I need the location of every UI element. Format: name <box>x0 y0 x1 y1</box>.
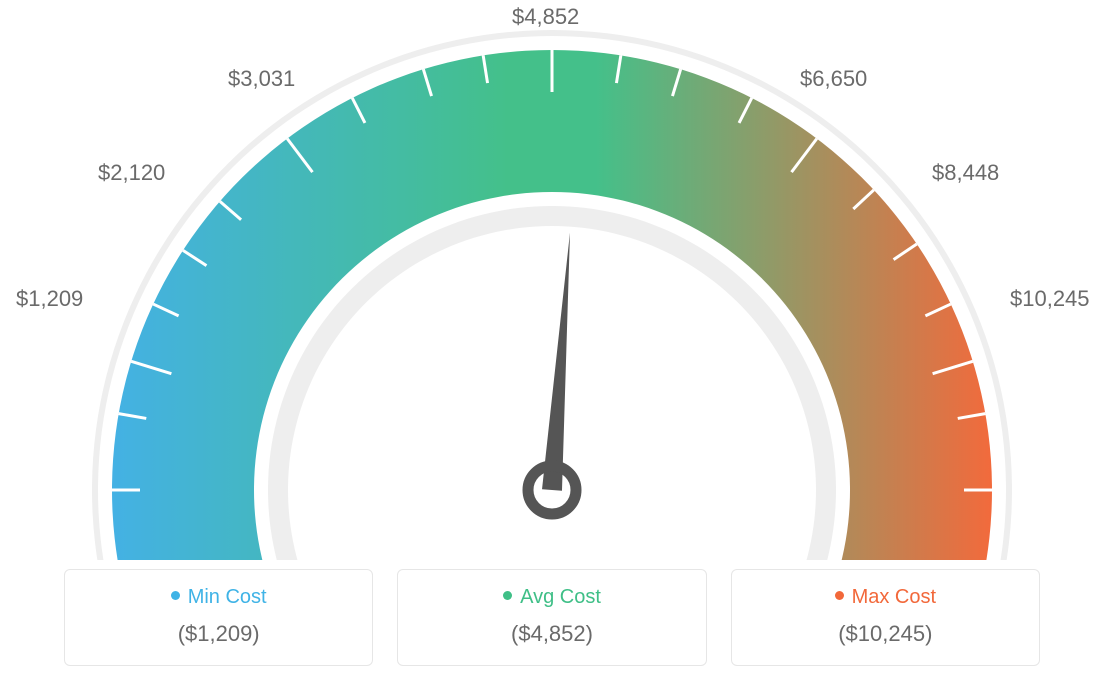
chart-container: $1,209 $2,120 $3,031 $4,852 $6,650 $8,448 $10,… <box>0 0 1104 690</box>
tick-label: $4,852 <box>512 4 579 30</box>
legend-value-min: ($1,209) <box>75 621 362 647</box>
legend-card-min: Min Cost ($1,209) <box>64 569 373 666</box>
legend-row: Min Cost ($1,209) Avg Cost ($4,852) Max … <box>64 569 1040 666</box>
legend-title-min: Min Cost <box>75 586 362 609</box>
dot-icon-min <box>171 591 180 600</box>
dot-icon-avg <box>503 591 512 600</box>
tick-label: $6,650 <box>800 66 867 92</box>
legend-title-avg: Avg Cost <box>408 586 695 609</box>
tick-label: $1,209 <box>16 286 83 312</box>
legend-label-avg: Avg Cost <box>520 586 601 608</box>
gauge-svg <box>52 20 1052 560</box>
legend-label-max: Max Cost <box>852 586 936 608</box>
legend-value-avg: ($4,852) <box>408 621 695 647</box>
gauge-area: $1,209 $2,120 $3,031 $4,852 $6,650 $8,448 $10,… <box>0 0 1104 560</box>
legend-title-max: Max Cost <box>742 586 1029 609</box>
legend-card-max: Max Cost ($10,245) <box>731 569 1040 666</box>
dot-icon-max <box>835 591 844 600</box>
legend-value-max: ($10,245) <box>742 621 1029 647</box>
tick-label: $2,120 <box>98 160 165 186</box>
legend-label-min: Min Cost <box>188 586 267 608</box>
tick-label: $8,448 <box>932 160 999 186</box>
legend-card-avg: Avg Cost ($4,852) <box>397 569 706 666</box>
tick-label: $3,031 <box>228 66 295 92</box>
tick-label: $10,245 <box>1010 286 1090 312</box>
